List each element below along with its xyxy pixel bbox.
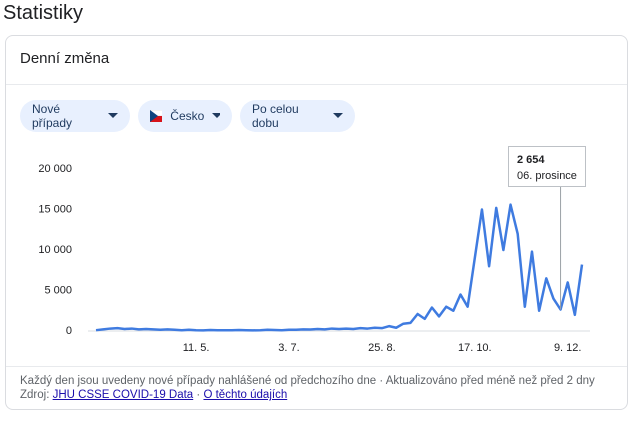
- x-tick-label: 11. 5.: [183, 342, 210, 354]
- separator: ·: [196, 389, 201, 401]
- divider: [6, 84, 627, 85]
- card-title: Denní změna: [20, 50, 110, 67]
- source-link[interactable]: JHU CSSE COVID-19 Data: [52, 389, 194, 401]
- source-label: Zdroj:: [20, 389, 50, 401]
- dropdown-arrow: [108, 113, 118, 118]
- chip-label: Česko: [170, 109, 205, 123]
- x-tick-label: 3. 7.: [278, 342, 299, 354]
- footer-note: Každý den jsou uvedeny nové případy nahl…: [20, 375, 595, 387]
- data-line: [95, 203, 584, 332]
- divider: [6, 366, 627, 367]
- y-tick-label: 0: [66, 325, 72, 337]
- tooltip-value: 2 654: [517, 154, 545, 166]
- x-tick-label: 25. 8.: [368, 342, 396, 354]
- flag: [150, 110, 163, 122]
- y-tick-label: 20 000: [38, 163, 72, 175]
- chip-label: Nové případy: [32, 102, 73, 130]
- stats-card: [5, 35, 628, 410]
- dropdown-arrow: [333, 113, 343, 118]
- chip-label: Po celou dobu: [252, 102, 299, 130]
- dropdown-arrow: [212, 113, 220, 118]
- y-tick-label: 10 000: [38, 244, 72, 256]
- about-link[interactable]: O těchto údajích: [203, 389, 288, 401]
- x-tick-label: 9. 12.: [554, 342, 582, 354]
- metric-chip[interactable]: Nové případy: [20, 100, 130, 132]
- footer-source: Zdroj: JHU CSSE COVID-19 Data · O těchto…: [20, 389, 287, 401]
- period-chip[interactable]: Po celou dobu: [240, 100, 355, 132]
- page-title: Statistiky: [3, 2, 84, 24]
- tooltip-date: 06. prosince: [517, 170, 577, 182]
- region-chip[interactable]: Česko: [138, 100, 232, 132]
- y-tick-label: 5 000: [44, 284, 72, 296]
- y-tick-label: 15 000: [38, 203, 72, 215]
- tooltip: 2 654 06. prosince: [508, 146, 586, 187]
- x-tick-label: 17. 10.: [458, 342, 492, 354]
